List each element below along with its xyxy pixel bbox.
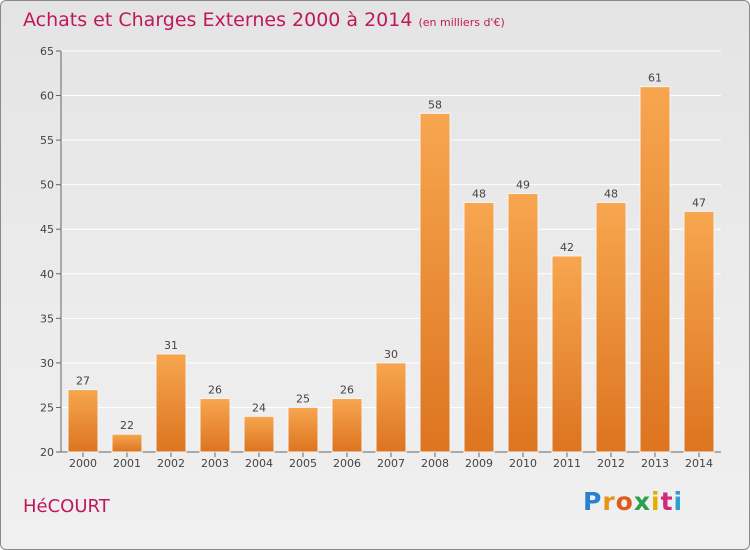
- x-tick-label: 2007: [377, 457, 405, 470]
- data-label: 26: [208, 384, 222, 397]
- y-tick-label: 25: [40, 401, 54, 414]
- bars: [67, 86, 715, 453]
- logo-letter: i: [673, 487, 684, 516]
- data-label: 58: [428, 98, 442, 111]
- bar: [67, 389, 99, 453]
- chart-title: Achats et Charges Externes 2000 à 2014 (e…: [23, 9, 505, 31]
- town-name: HéCOURT: [23, 496, 110, 517]
- x-tick-label: 2009: [465, 457, 493, 470]
- logo-letter: t: [660, 487, 674, 516]
- x-tick-label: 2008: [421, 457, 449, 470]
- y-tick-label: 65: [40, 45, 54, 58]
- data-label: 48: [604, 187, 618, 200]
- data-label: 42: [560, 241, 574, 254]
- data-label: 22: [120, 419, 134, 432]
- proxiti-logo: Proxiti: [583, 487, 683, 516]
- x-tick-label: 2003: [201, 457, 229, 470]
- y-tick-label: 45: [40, 223, 54, 236]
- logo-letter: r: [602, 487, 616, 516]
- bar: [595, 201, 627, 453]
- x-tick-label: 2006: [333, 457, 361, 470]
- data-label: 27: [76, 375, 90, 388]
- data-label: 30: [384, 348, 398, 361]
- x-tick-label: 2013: [641, 457, 669, 470]
- data-label: 25: [296, 392, 310, 405]
- bar: [551, 255, 583, 453]
- x-tick-label: 2011: [553, 457, 581, 470]
- data-label: 31: [164, 339, 178, 352]
- data-label: 24: [252, 401, 266, 414]
- bar: [463, 201, 495, 453]
- x-tick-label: 2012: [597, 457, 625, 470]
- x-tick-label: 2000: [69, 457, 97, 470]
- logo-letter: o: [615, 487, 634, 516]
- data-label: 26: [340, 384, 354, 397]
- y-tick-label: 50: [40, 179, 54, 192]
- logo-letter: x: [633, 487, 651, 516]
- bar: [683, 210, 715, 453]
- y-tick-label: 20: [40, 446, 54, 459]
- y-tick-label: 40: [40, 268, 54, 281]
- bar: [155, 353, 187, 453]
- chart-subtitle: (en milliers d'€): [418, 16, 505, 29]
- bar: [287, 406, 319, 453]
- logo-letter: i: [651, 487, 661, 516]
- bar: [331, 398, 363, 453]
- data-label: 49: [516, 179, 530, 192]
- chart-title-text: Achats et Charges Externes 2000 à 2014: [23, 9, 413, 31]
- bar: [243, 415, 275, 453]
- bar: [375, 362, 407, 453]
- bar: [199, 398, 231, 453]
- x-tick-label: 2002: [157, 457, 185, 470]
- data-label: 48: [472, 187, 486, 200]
- data-label: 61: [648, 72, 662, 85]
- x-tick-label: 2001: [113, 457, 141, 470]
- y-tick-label: 35: [40, 312, 54, 325]
- x-tick-label: 2014: [685, 457, 713, 470]
- y-tick-label: 30: [40, 357, 54, 370]
- x-tick-label: 2010: [509, 457, 537, 470]
- data-labels: 27 22 31 26 24 25 26 30 58 48 49 42 48 61 47: [76, 72, 706, 433]
- data-label: 47: [692, 196, 706, 209]
- logo-letter: P: [583, 487, 603, 516]
- y-tick-label: 60: [40, 90, 54, 103]
- y-tick-label: 55: [40, 134, 54, 147]
- bar: [639, 86, 671, 453]
- x-tick-label: 2005: [289, 457, 317, 470]
- bar: [507, 193, 539, 453]
- bar: [111, 433, 143, 453]
- x-tick-label: 2004: [245, 457, 273, 470]
- bar: [419, 112, 451, 453]
